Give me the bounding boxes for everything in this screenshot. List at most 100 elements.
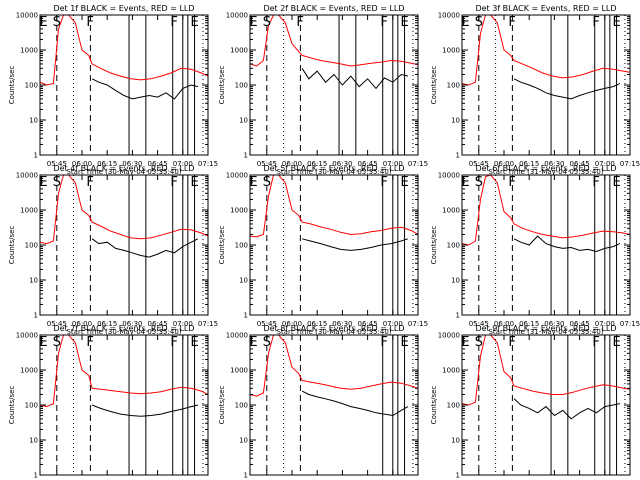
y-tick-label: 1	[456, 152, 460, 160]
event-marker-label: E	[39, 335, 47, 350]
event-marker-label: E	[39, 15, 47, 30]
series-line-lld	[462, 175, 630, 246]
x-tick-label: 07:15	[620, 160, 640, 168]
x-tick-label: 06:15	[307, 160, 327, 168]
chart-title: Det 9f BLACK = Events, RED = LLD	[475, 324, 616, 333]
x-tick-label: 07:15	[408, 320, 428, 328]
series-line-lld	[250, 335, 418, 397]
y-tick-label: 100	[447, 82, 460, 90]
y-tick-label: 10	[239, 117, 248, 125]
event-marker-label: F	[296, 15, 303, 30]
x-tick-label: 06:00	[282, 160, 302, 168]
chart-title: Det 6f BLACK = Events, RED = LLD	[475, 164, 616, 173]
event-marker-label: F	[86, 335, 93, 350]
event-marker-label: E	[401, 175, 409, 190]
x-axis-label: Start Time (30-May-04 05:35:40)	[66, 168, 181, 176]
series-line-lld	[40, 335, 208, 408]
event-marker-label: E	[249, 175, 257, 190]
y-tick-label: 10	[239, 437, 248, 445]
x-tick-label: 06:45	[148, 160, 168, 168]
x-tick-label: 05:45	[469, 320, 489, 328]
event-marker-label: E	[461, 175, 469, 190]
event-marker-label: E	[613, 335, 621, 350]
x-axis-label: Start Time (31-May-04 05:35:40)	[488, 168, 603, 176]
y-tick-label: 1000	[20, 367, 38, 375]
x-tick-label: 05:45	[257, 160, 277, 168]
y-tick-label: 1	[244, 472, 248, 480]
y-tick-label: 1	[456, 472, 460, 480]
event-marker-label: S	[263, 175, 271, 190]
event-marker-label: S	[53, 175, 61, 190]
y-tick-label: 1000	[20, 47, 38, 55]
y-axis-label: Counts/sec	[8, 66, 16, 105]
y-tick-label: 1000	[20, 207, 38, 215]
y-tick-label: 10	[29, 117, 38, 125]
event-marker-label: E	[401, 335, 409, 350]
y-tick-label: 100	[447, 242, 460, 250]
event-marker-label: F	[508, 175, 515, 190]
y-tick-label: 10	[451, 437, 460, 445]
x-tick-label: 06:15	[97, 160, 117, 168]
y-tick-label: 1	[244, 312, 248, 320]
y-axis-label: Counts/sec	[430, 226, 438, 265]
x-tick-label: 05:45	[257, 320, 277, 328]
x-tick-label: 07:00	[383, 320, 403, 328]
event-marker-label: E	[461, 15, 469, 30]
x-tick-label: 06:00	[282, 320, 302, 328]
event-marker-label: E	[461, 335, 469, 350]
series-line-events	[91, 238, 199, 258]
event-marker-label: E	[613, 15, 621, 30]
x-tick-label: 06:15	[519, 160, 539, 168]
y-tick-label: 10000	[438, 332, 460, 340]
y-tick-label: 10000	[438, 172, 460, 180]
y-axis-label: Counts/sec	[218, 66, 226, 105]
y-tick-label: 1	[244, 152, 248, 160]
event-marker-label: S	[475, 15, 483, 30]
x-tick-label: 06:30	[332, 320, 352, 328]
series-line-events	[91, 404, 199, 417]
y-tick-label: 1	[456, 312, 460, 320]
x-tick-label: 06:45	[358, 320, 378, 328]
event-marker-label: F	[508, 335, 515, 350]
y-tick-label: 10	[239, 277, 248, 285]
series-line-events	[91, 78, 199, 100]
chart-title: Det 1f BLACK = Events, RED = LLD	[53, 4, 194, 13]
x-tick-label: 06:45	[570, 160, 590, 168]
x-tick-label: 07:15	[408, 160, 428, 168]
y-tick-label: 10	[29, 437, 38, 445]
event-marker-label: S	[475, 175, 483, 190]
event-marker-label: F	[170, 175, 177, 190]
chart-title: Det 4f BLACK = Events, RED = LLD	[53, 164, 194, 173]
x-tick-label: 07:00	[173, 160, 193, 168]
y-tick-label: 10000	[226, 172, 248, 180]
series-line-events	[513, 398, 621, 420]
y-tick-label: 1000	[230, 367, 248, 375]
y-tick-label: 10000	[226, 332, 248, 340]
y-axis-label: Counts/sec	[430, 386, 438, 425]
event-marker-label: E	[613, 175, 621, 190]
x-tick-label: 06:00	[494, 320, 514, 328]
chart-title: Det 8f BLACK = Events, RED = LLD	[263, 324, 404, 333]
event-marker-label: F	[380, 335, 387, 350]
series-line-lld	[250, 175, 418, 238]
y-tick-label: 1	[34, 312, 38, 320]
x-tick-label: 06:30	[544, 320, 564, 328]
x-tick-label: 07:15	[198, 320, 218, 328]
y-tick-label: 1000	[442, 207, 460, 215]
x-tick-label: 06:30	[332, 160, 352, 168]
x-axis-label: Start Time (30-May-04 05:35:40)	[66, 328, 181, 336]
series-line-lld	[462, 15, 630, 86]
event-marker-label: E	[249, 15, 257, 30]
y-tick-label: 100	[447, 402, 460, 410]
x-tick-label: 06:45	[570, 320, 590, 328]
x-tick-label: 06:00	[72, 160, 92, 168]
y-tick-label: 10	[451, 277, 460, 285]
x-tick-label: 05:45	[469, 160, 489, 168]
y-axis-label: Counts/sec	[8, 226, 16, 265]
